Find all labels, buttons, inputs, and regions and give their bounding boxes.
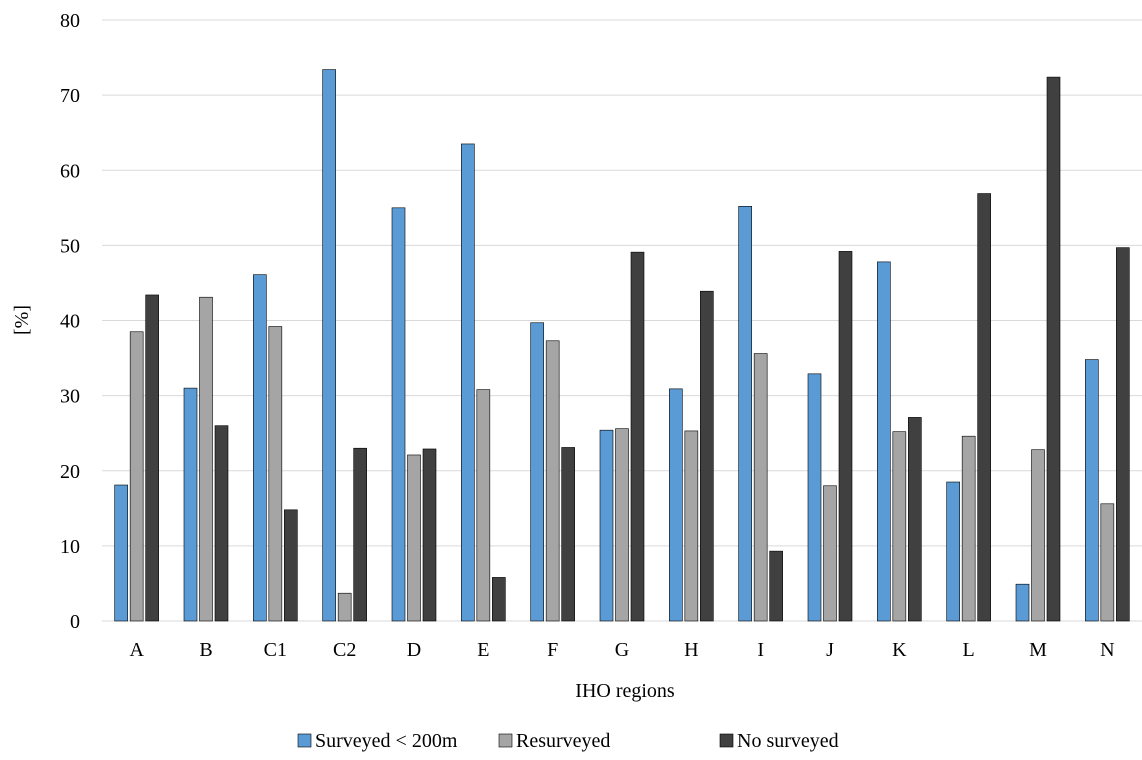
bar — [253, 274, 267, 622]
x-axis-ticks: A B C1 C2 D E F G H I J K L M N — [129, 639, 1114, 661]
bar — [946, 481, 960, 622]
bar — [1116, 247, 1130, 622]
bar — [561, 447, 575, 622]
y-tick-label: 70 — [60, 85, 80, 107]
bar — [599, 429, 614, 622]
y-axis-title: [%] — [11, 305, 33, 335]
bar — [422, 448, 437, 622]
bars — [114, 69, 1130, 622]
x-tick-label: J — [826, 639, 834, 661]
bar — [961, 435, 976, 622]
legend-label: Surveyed < 200m — [315, 730, 458, 752]
y-tick-label: 50 — [60, 235, 80, 257]
x-tick-label: N — [1100, 639, 1114, 661]
bar — [630, 251, 645, 622]
x-tick-label: M — [1029, 639, 1047, 661]
legend-swatch — [719, 733, 734, 748]
bar — [615, 428, 629, 622]
bar — [838, 251, 853, 622]
bar — [700, 290, 714, 622]
x-tick-label: F — [547, 639, 558, 661]
bar — [407, 454, 421, 622]
x-tick-label: C1 — [264, 639, 287, 661]
series-0 — [114, 69, 1099, 622]
bar — [284, 509, 298, 622]
x-tick-label: K — [892, 639, 907, 661]
legend-label: Resurveyed — [516, 730, 610, 752]
x-tick-label: A — [129, 639, 144, 661]
y-tick-label: 10 — [60, 536, 80, 558]
legend-item: Resurveyed — [498, 730, 610, 752]
y-axis-ticks: 0 10 20 30 40 50 60 70 80 — [60, 10, 80, 633]
bar — [476, 389, 491, 622]
bar — [807, 373, 822, 622]
bar — [322, 69, 336, 622]
y-tick-label: 80 — [60, 10, 80, 32]
bar — [892, 431, 907, 622]
bar — [183, 387, 198, 622]
bar — [214, 425, 229, 622]
bar — [1046, 76, 1061, 622]
bar — [823, 485, 837, 622]
bar — [877, 261, 891, 622]
bar — [129, 331, 144, 622]
bar — [337, 592, 352, 622]
bar — [461, 143, 475, 622]
bar — [391, 207, 406, 622]
bar — [977, 193, 991, 622]
bar — [1085, 359, 1099, 622]
x-tick-label: D — [407, 639, 421, 661]
bar — [530, 322, 544, 622]
bar — [492, 577, 506, 622]
y-tick-label: 0 — [70, 611, 80, 633]
bar — [684, 430, 699, 622]
y-tick-label: 60 — [60, 160, 80, 182]
series-1 — [129, 296, 1115, 622]
x-axis-title: IHO regions — [575, 680, 675, 702]
bar — [908, 417, 922, 622]
x-tick-label: E — [477, 639, 489, 661]
y-tick-label: 30 — [60, 386, 80, 408]
y-tick-label: 20 — [60, 461, 80, 483]
x-tick-label: G — [615, 639, 629, 661]
y-tick-label: 40 — [60, 311, 80, 333]
bar — [199, 296, 213, 622]
bar — [268, 326, 283, 622]
bar — [545, 340, 560, 622]
legend: Surveyed < 200m Resurveyed No surveyed — [297, 730, 839, 752]
legend-swatch — [297, 733, 312, 748]
bar — [353, 447, 367, 622]
legend-item: No surveyed — [719, 730, 839, 752]
bar — [1100, 503, 1115, 622]
bar — [769, 550, 783, 622]
bar — [114, 484, 128, 622]
bar — [738, 206, 752, 622]
legend-item: Surveyed < 200m — [297, 730, 458, 752]
bar — [753, 353, 768, 622]
x-tick-label: C2 — [333, 639, 356, 661]
x-tick-label: B — [199, 639, 212, 661]
x-tick-label: I — [757, 639, 764, 661]
series-2 — [145, 76, 1130, 622]
legend-swatch — [498, 733, 513, 748]
bar — [145, 294, 159, 622]
x-tick-label: H — [684, 639, 698, 661]
legend-label: No surveyed — [737, 730, 839, 752]
bar — [1031, 449, 1045, 622]
bar — [1015, 583, 1030, 622]
x-tick-label: L — [963, 639, 975, 661]
bar — [669, 388, 683, 622]
